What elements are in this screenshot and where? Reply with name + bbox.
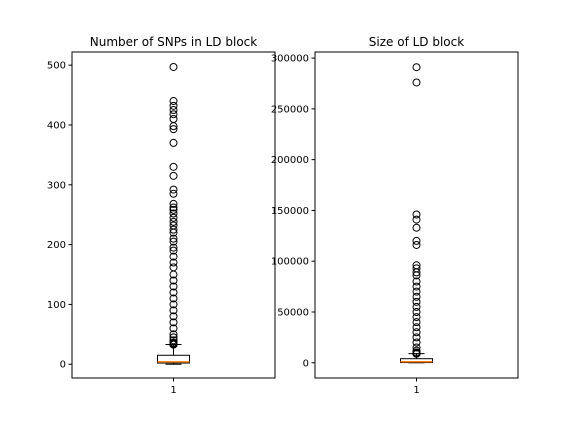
outlier-point: [169, 205, 178, 214]
y-tick-label: 0: [60, 360, 66, 371]
y-tick-label: 300000: [271, 54, 309, 65]
outlier-point: [169, 330, 178, 339]
outlier-point: [169, 228, 178, 237]
outlier-point: [169, 171, 178, 180]
outlier-point: [169, 294, 178, 303]
outlier-point: [169, 338, 178, 347]
outlier-point: [412, 292, 421, 301]
outlier-point: [169, 282, 178, 291]
outlier-point: [169, 122, 178, 131]
outlier-point: [169, 125, 178, 134]
outlier-point: [169, 276, 178, 285]
outlier-point: [169, 336, 178, 345]
outlier-point: [169, 318, 178, 327]
outlier-point: [412, 338, 421, 347]
outlier-point: [412, 346, 421, 355]
y-tick-label: 50000: [277, 307, 309, 318]
outlier-point: [412, 318, 421, 327]
outlier-point: [412, 277, 421, 286]
outlier-point: [169, 213, 178, 222]
outlier-point: [412, 313, 421, 322]
outlier-point: [412, 333, 421, 342]
outlier-point: [169, 237, 178, 246]
outlier-point: [412, 236, 421, 245]
y-tick-label: 150000: [271, 206, 309, 217]
outlier-point: [412, 282, 421, 291]
chart-title: Size of LD block: [369, 35, 464, 49]
y-tick-label: 200: [47, 240, 66, 251]
outlier-point: [169, 246, 178, 255]
outlier-point: [412, 328, 421, 337]
y-tick-label: 100: [47, 300, 66, 311]
outlier-point: [412, 323, 421, 332]
outlier-point: [169, 209, 178, 218]
outlier-point: [169, 106, 178, 115]
outlier-point: [169, 138, 178, 147]
outlier-point: [412, 287, 421, 296]
outlier-point: [412, 297, 421, 306]
iqr-box: [157, 354, 190, 364]
outlier-point: [169, 324, 178, 333]
outlier-point: [169, 199, 178, 208]
y-tick-label: 250000: [271, 104, 309, 115]
chart-title: Number of SNPs in LD block: [90, 35, 257, 49]
outlier-point: [169, 185, 178, 194]
outlier-point: [169, 101, 178, 110]
outlier-point: [169, 225, 178, 234]
x-tick-label: 1: [170, 385, 176, 396]
outlier-point: [169, 263, 178, 272]
outlier-point: [169, 189, 178, 198]
outlier-point: [169, 258, 178, 267]
outlier-point: [412, 348, 421, 357]
y-tick-label: 400: [47, 120, 66, 131]
outlier-point: [169, 110, 178, 119]
outlier-point: [412, 63, 421, 72]
y-tick-label: 500: [47, 61, 66, 72]
y-tick-label: 300: [47, 180, 66, 191]
outlier-point: [169, 243, 178, 252]
iqr-box: [400, 358, 433, 364]
outlier-point: [412, 223, 421, 232]
outlier-point: [412, 215, 421, 224]
outlier-point: [412, 268, 421, 277]
outlier-point: [169, 62, 178, 71]
snp-count-boxplot: Number of SNPs in LD block 0 100 200 300 400 5…: [47, 35, 276, 396]
outlier-point: [169, 162, 178, 171]
outlier-point: [169, 270, 178, 279]
outlier-point: [169, 312, 178, 321]
outlier-point: [169, 203, 178, 212]
y-tick-label: 100000: [271, 257, 309, 268]
outlier-point: [412, 271, 421, 280]
outlier-point: [412, 343, 421, 352]
outlier-point: [412, 78, 421, 87]
block-size-boxplot: Size of LD block 0 50000 100000 150000 200000…: [271, 35, 519, 396]
outlier-point: [169, 114, 178, 123]
x-tick-label: 1: [413, 385, 419, 396]
outlier-point: [169, 288, 178, 297]
outlier-point: [412, 302, 421, 311]
outlier-point: [169, 217, 178, 226]
outlier-point: [169, 97, 178, 106]
outlier-point: [412, 307, 421, 316]
plot-frame: [71, 51, 276, 379]
outlier-point: [412, 240, 421, 249]
outlier-point: [412, 210, 421, 219]
y-tick-label: 200000: [271, 155, 309, 166]
y-tick-label: 0: [303, 358, 309, 369]
outlier-point: [169, 300, 178, 309]
outlier-point: [169, 306, 178, 315]
outlier-point: [169, 234, 178, 243]
outlier-point: [169, 252, 178, 261]
